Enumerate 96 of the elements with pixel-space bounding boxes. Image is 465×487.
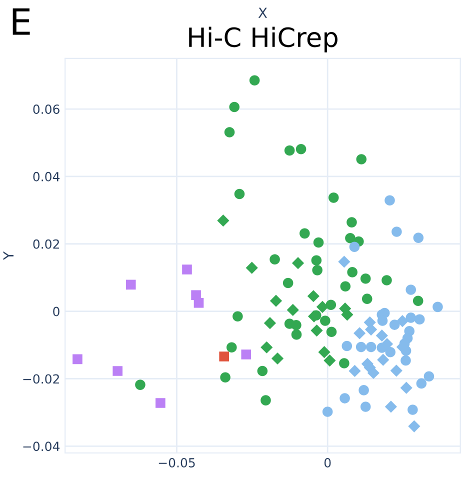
x-tick-label: −0.05 <box>158 458 195 468</box>
point <box>260 341 273 354</box>
point <box>260 395 271 406</box>
point <box>316 300 329 313</box>
point <box>320 316 330 326</box>
point <box>264 317 276 330</box>
point <box>340 281 351 292</box>
point <box>249 75 260 86</box>
point <box>414 314 425 325</box>
y-tick-label: −0.04 <box>23 442 60 452</box>
point <box>229 102 240 112</box>
point <box>413 232 424 243</box>
point <box>339 358 350 368</box>
point <box>232 311 243 322</box>
point <box>347 267 358 278</box>
point <box>354 327 366 340</box>
point <box>392 226 402 237</box>
point <box>377 354 390 366</box>
point <box>400 382 412 394</box>
point <box>291 320 302 330</box>
point <box>322 406 333 417</box>
point <box>324 354 336 367</box>
point <box>360 402 371 412</box>
point <box>313 237 324 248</box>
point <box>326 300 336 310</box>
point <box>408 404 418 415</box>
y-tick-label: 0.02 <box>33 239 59 249</box>
y-axis-title: Y <box>3 251 14 260</box>
point <box>338 256 350 268</box>
point <box>384 400 398 413</box>
point <box>400 355 411 366</box>
point <box>246 262 258 274</box>
point <box>416 378 427 389</box>
point <box>292 257 304 270</box>
point <box>226 342 237 353</box>
point <box>182 264 192 274</box>
point <box>348 364 361 378</box>
point <box>349 242 360 252</box>
point <box>234 188 245 200</box>
point <box>311 255 322 266</box>
point <box>310 324 323 337</box>
y-tick-label: −0.02 <box>23 374 59 384</box>
point <box>282 278 294 288</box>
point <box>389 320 400 330</box>
point <box>241 350 252 360</box>
point <box>307 290 320 302</box>
point <box>326 326 337 338</box>
point <box>72 354 82 364</box>
point <box>376 330 388 342</box>
point <box>366 342 376 352</box>
point <box>300 228 310 239</box>
point <box>220 372 230 383</box>
point <box>342 340 352 352</box>
point <box>194 298 204 308</box>
y-tick-label: 0.06 <box>33 104 60 114</box>
point <box>382 275 392 286</box>
point <box>257 366 268 376</box>
chart-title: Hi-C HiCrep <box>189 26 338 52</box>
point <box>356 342 366 352</box>
point <box>358 385 369 396</box>
point <box>340 393 350 404</box>
point <box>296 144 306 154</box>
point <box>396 315 408 328</box>
point <box>406 284 416 295</box>
point <box>271 352 284 365</box>
point <box>270 254 280 265</box>
point <box>432 302 443 312</box>
point <box>217 214 230 227</box>
point <box>412 296 424 306</box>
point <box>362 294 372 304</box>
point <box>224 127 235 138</box>
point <box>291 329 302 340</box>
point <box>126 280 136 290</box>
point <box>345 232 356 244</box>
y-tick-label: 0 <box>53 306 60 316</box>
point <box>328 192 339 203</box>
point <box>408 420 420 432</box>
text: E <box>12 8 30 35</box>
point <box>356 154 367 164</box>
point <box>384 195 395 206</box>
point <box>112 366 123 376</box>
point <box>135 380 146 390</box>
point <box>270 294 282 307</box>
point <box>346 217 357 228</box>
y-tick-label: 0.04 <box>33 172 60 182</box>
point <box>312 265 322 276</box>
point <box>219 352 230 362</box>
point <box>156 398 166 408</box>
point <box>424 371 434 382</box>
point <box>385 346 396 358</box>
point <box>390 364 402 377</box>
point <box>360 273 371 284</box>
x-axis-title: X <box>258 8 268 18</box>
point <box>318 346 330 358</box>
point <box>284 145 295 156</box>
point <box>286 304 299 316</box>
